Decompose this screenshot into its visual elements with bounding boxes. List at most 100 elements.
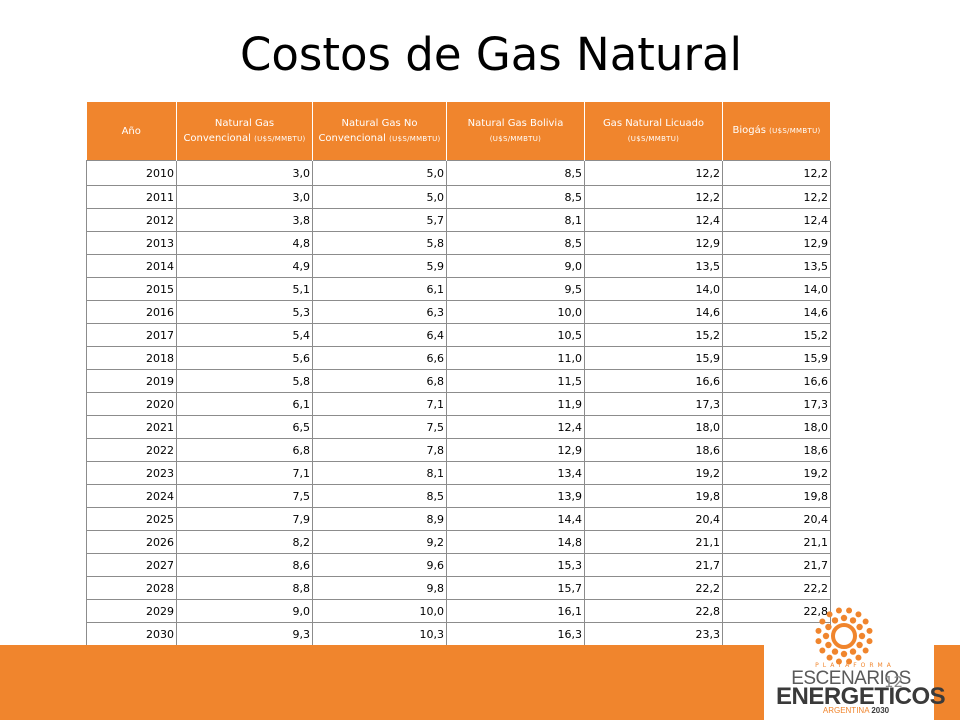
value-cell: 21,1 bbox=[584, 530, 723, 554]
value-cell: 8,1 bbox=[446, 208, 585, 232]
logo-argentina: ARGENTINA 2030 bbox=[822, 706, 890, 715]
value-cell: 22,8 bbox=[584, 599, 723, 623]
value-cell: 13,5 bbox=[722, 254, 831, 278]
value-cell: 21,7 bbox=[584, 553, 723, 577]
table-row: 2026 8,2 9,2 14,8 21,1 21,1 bbox=[86, 530, 831, 554]
year-cell: 2022 bbox=[86, 438, 177, 462]
value-cell: 18,0 bbox=[584, 415, 723, 439]
value-cell: 5,0 bbox=[312, 185, 447, 209]
value-cell: 11,9 bbox=[446, 392, 585, 416]
year-cell: 2013 bbox=[86, 231, 177, 255]
value-cell: 15,2 bbox=[722, 323, 831, 347]
year-cell: 2010 bbox=[86, 160, 177, 186]
value-cell: 14,6 bbox=[722, 300, 831, 324]
value-cell: 18,0 bbox=[722, 415, 831, 439]
value-cell: 3,0 bbox=[176, 160, 313, 186]
value-cell: 10,5 bbox=[446, 323, 585, 347]
value-cell: 7,5 bbox=[176, 484, 313, 508]
value-cell: 13,5 bbox=[584, 254, 723, 278]
value-cell: 12,4 bbox=[722, 208, 831, 232]
value-cell: 19,2 bbox=[584, 461, 723, 485]
year-cell: 2030 bbox=[86, 622, 177, 646]
value-cell: 11,0 bbox=[446, 346, 585, 370]
header-biogas: Biogás (U$S/MMBTU) bbox=[722, 102, 831, 161]
value-cell: 12,2 bbox=[584, 185, 723, 209]
logo-background bbox=[764, 628, 934, 720]
value-cell: 22,8 bbox=[722, 599, 831, 623]
value-cell: 6,1 bbox=[312, 277, 447, 301]
logo-plataforma: PLATAFORMA bbox=[815, 662, 895, 669]
value-cell: 22,2 bbox=[722, 576, 831, 600]
value-cell: 6,8 bbox=[176, 438, 313, 462]
value-cell: 4,9 bbox=[176, 254, 313, 278]
value-cell: 14,0 bbox=[722, 277, 831, 301]
table-row: 2024 7,5 8,5 13,9 19,8 19,8 bbox=[86, 484, 831, 508]
value-cell: 18,6 bbox=[722, 438, 831, 462]
value-cell: 11,5 bbox=[446, 369, 585, 393]
table-row: 2025 7,9 8,9 14,4 20,4 20,4 bbox=[86, 507, 831, 531]
year-cell: 2017 bbox=[86, 323, 177, 347]
value-cell: 8,5 bbox=[446, 185, 585, 209]
year-cell: 2012 bbox=[86, 208, 177, 232]
table-row: 2013 4,8 5,8 8,5 12,9 12,9 bbox=[86, 231, 831, 255]
value-cell: 16,6 bbox=[722, 369, 831, 393]
value-cell: 22,2 bbox=[584, 576, 723, 600]
value-cell: 12,2 bbox=[722, 160, 831, 186]
value-cell: 9,0 bbox=[446, 254, 585, 278]
year-cell: 2020 bbox=[86, 392, 177, 416]
value-cell: 5,0 bbox=[312, 160, 447, 186]
value-cell: 5,8 bbox=[312, 231, 447, 255]
value-cell: 5,9 bbox=[312, 254, 447, 278]
value-cell: 8,2 bbox=[176, 530, 313, 554]
value-cell: 12,9 bbox=[446, 438, 585, 462]
table-row: 2023 7,1 8,1 13,4 19,2 19,2 bbox=[86, 461, 831, 485]
value-cell: 6,5 bbox=[176, 415, 313, 439]
value-cell: 12,2 bbox=[722, 185, 831, 209]
value-cell: 21,7 bbox=[722, 553, 831, 577]
value-cell: 12,9 bbox=[584, 231, 723, 255]
value-cell: 13,4 bbox=[446, 461, 585, 485]
gas-cost-table: Año Natural Gas Convencional (U$S/MMBTU)… bbox=[86, 102, 831, 646]
value-cell: 5,3 bbox=[176, 300, 313, 324]
value-cell: 17,3 bbox=[722, 392, 831, 416]
year-cell: 2011 bbox=[86, 185, 177, 209]
year-cell: 2018 bbox=[86, 346, 177, 370]
value-cell: 17,3 bbox=[584, 392, 723, 416]
header-year: Año bbox=[86, 102, 177, 161]
table-row: 2029 9,0 10,0 16,1 22,8 22,8 bbox=[86, 599, 831, 623]
value-cell: 6,3 bbox=[312, 300, 447, 324]
logo-escenarios: ESCENARIOS bbox=[791, 668, 911, 689]
value-cell: 15,7 bbox=[446, 576, 585, 600]
table-body: 2010 3,0 5,0 8,5 12,2 12,2 2011 3,0 5,0 8,5 12,2 12… bbox=[86, 160, 831, 646]
table-row: 2022 6,8 7,8 12,9 18,6 18,6 bbox=[86, 438, 831, 462]
value-cell: 9,5 bbox=[446, 277, 585, 301]
header-natural-gas-conventional: Natural Gas Convencional (U$S/MMBTU) bbox=[176, 102, 313, 161]
value-cell: 3,0 bbox=[176, 185, 313, 209]
value-cell: 18,6 bbox=[584, 438, 723, 462]
value-cell: 7,8 bbox=[312, 438, 447, 462]
value-cell: 12,9 bbox=[722, 231, 831, 255]
value-cell: 19,8 bbox=[722, 484, 831, 508]
value-cell: 15,9 bbox=[584, 346, 723, 370]
table-row: 2018 5,6 6,6 11,0 15,9 15,9 bbox=[86, 346, 831, 370]
table-row: 2010 3,0 5,0 8,5 12,2 12,2 bbox=[86, 160, 831, 186]
year-cell: 2023 bbox=[86, 461, 177, 485]
value-cell: 7,1 bbox=[176, 461, 313, 485]
sun-logo-icon bbox=[815, 607, 873, 665]
value-cell: 6,4 bbox=[312, 323, 447, 347]
year-cell: 2026 bbox=[86, 530, 177, 554]
table-row: 2011 3,0 5,0 8,5 12,2 12,2 bbox=[86, 185, 831, 209]
value-cell: 15,9 bbox=[722, 346, 831, 370]
value-cell: 8,8 bbox=[176, 576, 313, 600]
value-cell: 9,6 bbox=[312, 553, 447, 577]
table-row: 2017 5,4 6,4 10,5 15,2 15,2 bbox=[86, 323, 831, 347]
value-cell: 6,1 bbox=[176, 392, 313, 416]
value-cell: 12,4 bbox=[446, 415, 585, 439]
value-cell: 16,6 bbox=[584, 369, 723, 393]
value-cell: 10,0 bbox=[312, 599, 447, 623]
table-row: 2014 4,9 5,9 9,0 13,5 13,5 bbox=[86, 254, 831, 278]
value-cell: 8,9 bbox=[312, 507, 447, 531]
table-row: 2020 6,1 7,1 11,9 17,3 17,3 bbox=[86, 392, 831, 416]
value-cell: 9,3 bbox=[176, 622, 313, 646]
